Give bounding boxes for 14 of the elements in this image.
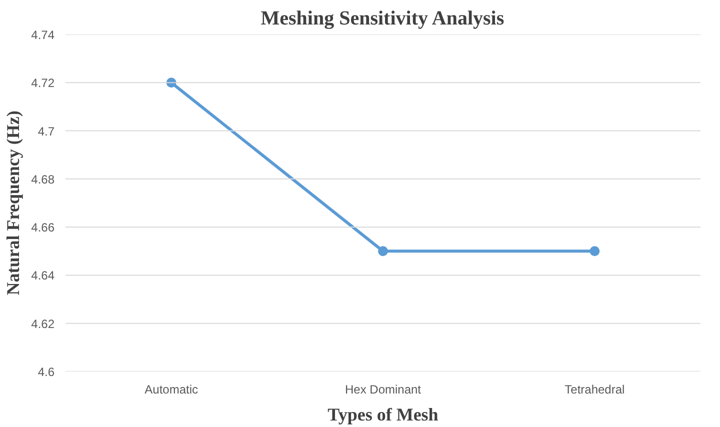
y-tick-label: 4.74 xyxy=(31,28,55,42)
y-tick-label: 4.62 xyxy=(31,316,55,331)
y-axis-title: Natural Frequency (Hz) xyxy=(3,110,24,296)
y-tick-label: 4.6 xyxy=(38,365,55,379)
y-tick-label: 4.66 xyxy=(31,220,55,235)
y-tick-label: 4.68 xyxy=(31,172,55,186)
y-tick-label: 4.72 xyxy=(31,76,55,90)
y-tick-label: 4.7 xyxy=(38,124,55,138)
x-tick-label: Tetrahedral xyxy=(564,382,625,396)
chart-title: Meshing Sensitivity Analysis xyxy=(260,8,504,30)
y-tick-label: 4.64 xyxy=(31,268,55,283)
x-axis-title: Types of Mesh xyxy=(328,404,438,424)
x-tick-label: Hex Dominant xyxy=(344,382,422,396)
x-tick-label: Automatic xyxy=(144,382,198,396)
